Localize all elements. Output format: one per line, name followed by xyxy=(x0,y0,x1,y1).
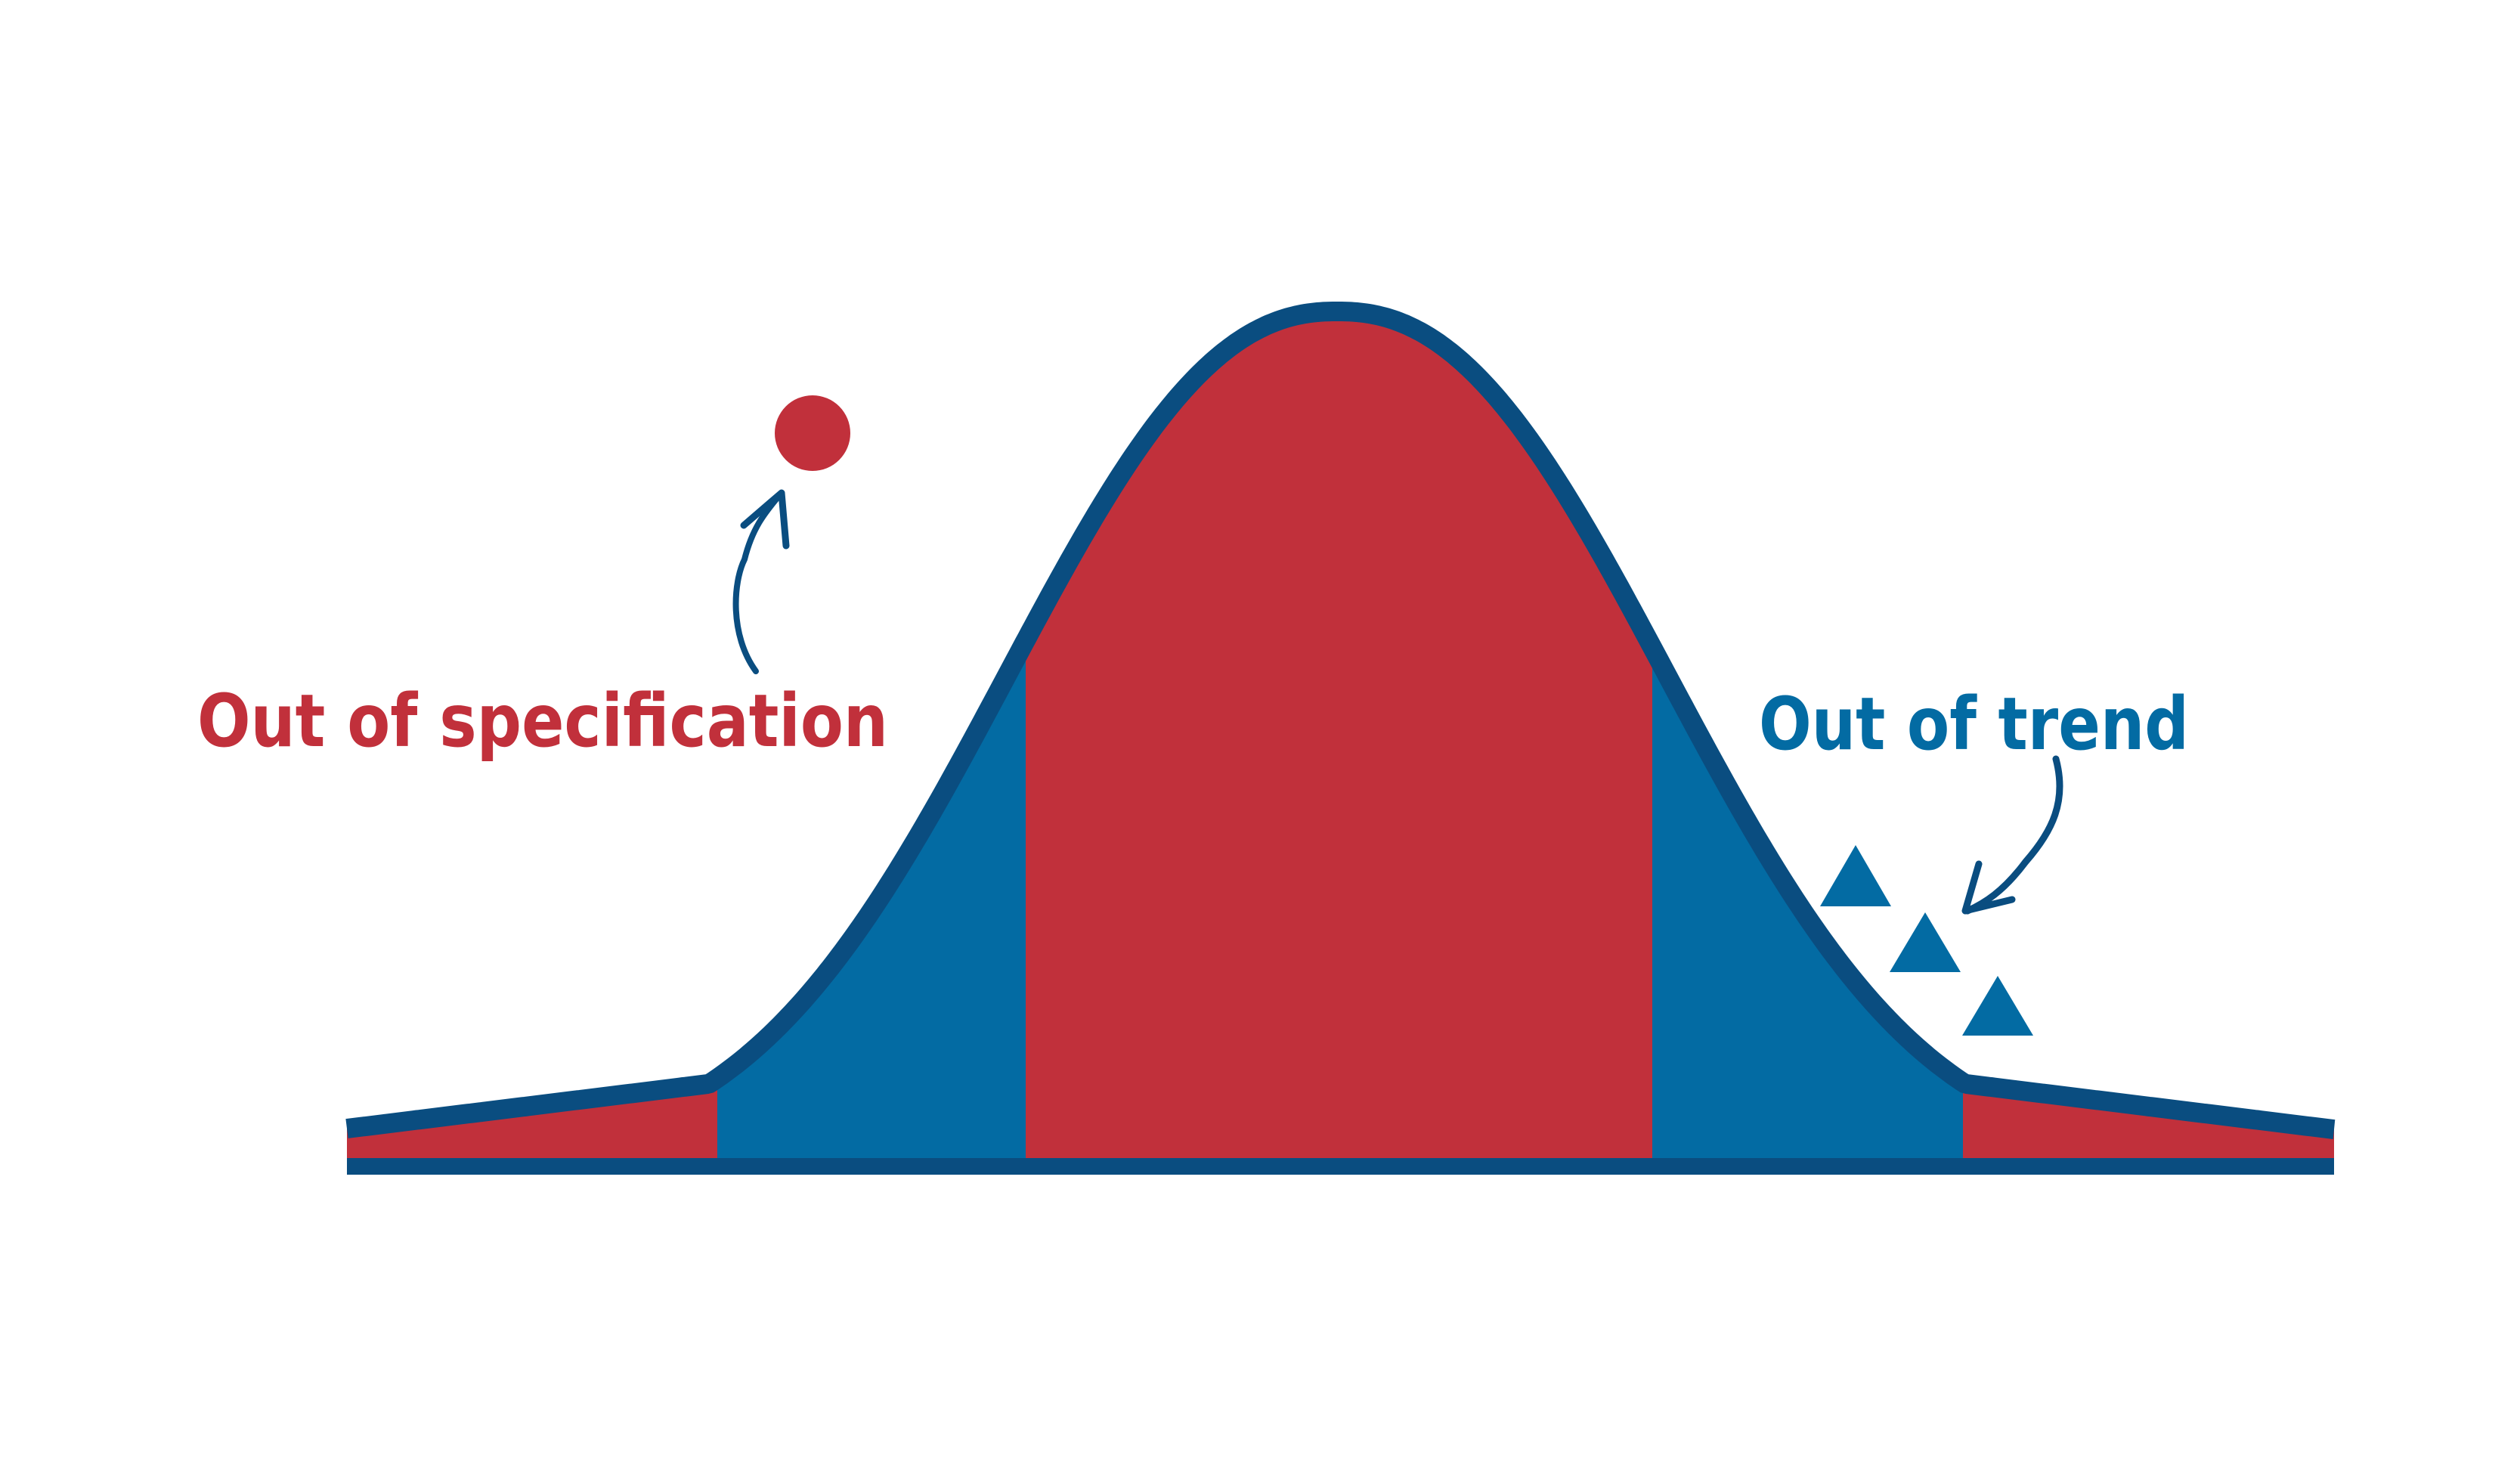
curved-arrow-down-icon xyxy=(1961,755,2063,915)
out-of-specification-label: Out of specification xyxy=(197,679,888,763)
out-of-trend-point-triangle xyxy=(1962,976,2033,1036)
curved-arrow-up-icon xyxy=(732,489,790,674)
bell-curve-outline xyxy=(345,302,2336,1140)
out-of-specification-point xyxy=(775,395,850,471)
out-of-trend-label: Out of trend xyxy=(1759,682,2189,766)
baseline-axis xyxy=(347,1158,2334,1175)
band-center xyxy=(1026,311,1652,1164)
out-of-trend-point-triangle xyxy=(1820,845,1891,906)
out-of-trend-point-triangle xyxy=(1890,912,1961,972)
